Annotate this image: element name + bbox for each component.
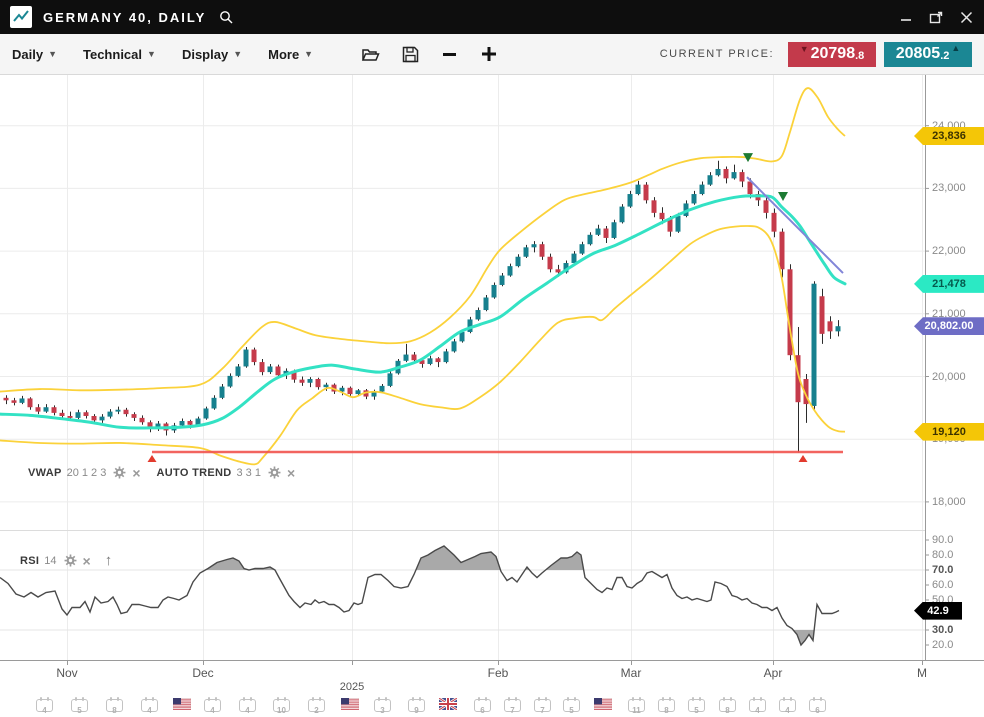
remove-indicator-icon[interactable]: × [132, 464, 141, 481]
popout-window-button[interactable] [928, 9, 944, 25]
price-tick-label: 18,000 [932, 495, 966, 508]
month-label: M [917, 666, 927, 680]
month-label: Dec [192, 666, 214, 680]
app-logo-icon [10, 6, 32, 28]
rsi-tick-label: 80.0 [932, 549, 954, 561]
move-pane-up-icon[interactable]: ↑ [104, 552, 113, 569]
rsi-tick-label: 90.0 [932, 534, 954, 546]
us-flag-icon[interactable] [593, 697, 613, 715]
price-tick-label: 20,000 [932, 370, 966, 383]
lower-band-tag: 19,120 [914, 422, 984, 441]
us-flag-icon[interactable] [340, 697, 360, 715]
menu-timeframe[interactable]: Daily ▼ [12, 46, 57, 62]
calendar-event-icon[interactable]: 4 [749, 697, 766, 715]
menu-more[interactable]: More ▼ [268, 46, 314, 62]
price-tick-label: 23,000 [932, 182, 966, 195]
chevron-down-icon: ▼ [233, 49, 243, 59]
calendar-event-icon[interactable]: 10 [273, 697, 290, 715]
chevron-down-icon: ▼ [304, 49, 314, 59]
close-icon[interactable] [958, 9, 974, 25]
month-label: Apr [763, 666, 783, 680]
month-label: Mar [620, 666, 642, 680]
calendar-event-icon[interactable]: 11 [628, 697, 645, 715]
chevron-down-icon: ▼ [147, 49, 156, 59]
rsi-tick-label: 70.0 [932, 564, 954, 576]
upper-band-tag: 23,836 [914, 126, 984, 145]
calendar-event-icon[interactable]: 4 [36, 697, 53, 715]
main-indicator-row: VWAP 20 1 2 3 × AUTO TREND 3 3 1 × [28, 464, 301, 481]
calendar-event-icon[interactable]: 4 [779, 697, 796, 715]
arrow-down-icon: ▼ [799, 44, 809, 54]
vwap-label: VWAP [28, 466, 62, 479]
rsi-indicator-row: RSI 14 × ↑ [20, 552, 112, 569]
chevron-down-icon: ▼ [48, 49, 57, 59]
month-label: Feb [487, 666, 509, 680]
menu-technical[interactable]: Technical ▼ [83, 46, 156, 62]
us-flag-icon[interactable] [172, 697, 192, 715]
sell-price-badge[interactable]: ▼ 20798.8 [788, 41, 876, 67]
uk-flag-icon[interactable] [438, 696, 458, 715]
calendar-event-icon[interactable]: 6 [809, 697, 826, 715]
buy-price-badge[interactable]: 20805.2 ▲ [884, 41, 972, 67]
arrow-up-icon: ▲ [951, 43, 961, 53]
calendar-event-icon[interactable]: 8 [106, 697, 123, 715]
zoom-in-icon[interactable] [480, 45, 498, 63]
toolbar: Daily ▼ Technical ▼ Display ▼ More ▼ CURRENT… [0, 34, 984, 75]
search-icon[interactable] [218, 9, 234, 25]
rsi-params: 14 [44, 554, 57, 567]
calendar-event-icon[interactable]: 8 [658, 697, 675, 715]
remove-indicator-icon[interactable]: × [286, 464, 296, 481]
calendar-event-icon[interactable]: 6 [474, 697, 491, 715]
autotrend-params: 3 3 1 [236, 466, 261, 479]
remove-indicator-icon[interactable]: × [82, 552, 91, 569]
gear-icon[interactable] [268, 466, 281, 479]
price-tick-label: 22,000 [932, 245, 966, 258]
calendar-event-icon[interactable]: 3 [374, 697, 391, 715]
sell-price-value: 20798 [810, 45, 856, 62]
calendar-event-icon[interactable]: 5 [688, 697, 705, 715]
calendar-event-icon[interactable]: 7 [534, 697, 551, 715]
open-folder-icon[interactable] [361, 46, 380, 63]
chart-canvas[interactable] [0, 75, 984, 717]
rsi-tick-label: 30.0 [932, 624, 954, 636]
rsi-label: RSI [20, 554, 40, 567]
title-bar: GERMANY 40, DAILY [0, 0, 984, 34]
gear-icon[interactable] [113, 466, 126, 479]
vwap-params: 20 1 2 3 [66, 466, 107, 479]
chart-title: GERMANY 40, DAILY [43, 9, 207, 25]
calendar-event-icon[interactable]: 2 [308, 697, 325, 715]
calendar-event-icon[interactable]: 9 [408, 697, 425, 715]
rsi-value-tag: 42.9 [914, 601, 962, 620]
events-row: 4 5 8 4 4 4 10 2 3 9 6 7 7 5 11 8 5 8 4 4 6 [0, 694, 984, 717]
month-label: Nov [56, 666, 78, 680]
calendar-event-icon[interactable]: 4 [239, 697, 256, 715]
buy-price-value: 20805 [895, 45, 941, 62]
calendar-event-icon[interactable]: 8 [719, 697, 736, 715]
rsi-tick-label: 20.0 [932, 639, 954, 651]
minimize-button[interactable] [898, 9, 914, 25]
menu-display[interactable]: Display ▼ [181, 46, 243, 62]
calendar-event-icon[interactable]: 7 [504, 697, 521, 715]
zoom-out-icon[interactable] [441, 46, 458, 63]
chart-area: 24,00023,00022,00021,00020,00019,00018,0… [0, 75, 984, 717]
rsi-tick-label: 60.0 [932, 579, 954, 591]
vwap-tag: 21,478 [914, 274, 984, 293]
current-price-label: CURRENT PRICE: [659, 48, 774, 60]
save-icon[interactable] [402, 46, 419, 63]
last-price-tag: 20,802.00 [914, 317, 984, 336]
price-tick-label: 21,000 [932, 307, 966, 320]
calendar-event-icon[interactable]: 5 [563, 697, 580, 715]
calendar-event-icon[interactable]: 4 [204, 697, 221, 715]
calendar-event-icon[interactable]: 5 [71, 697, 88, 715]
calendar-event-icon[interactable]: 4 [141, 697, 158, 715]
gear-icon[interactable] [64, 554, 77, 567]
autotrend-label: AUTO TREND [156, 466, 232, 479]
year-label: 2025 [339, 681, 365, 693]
